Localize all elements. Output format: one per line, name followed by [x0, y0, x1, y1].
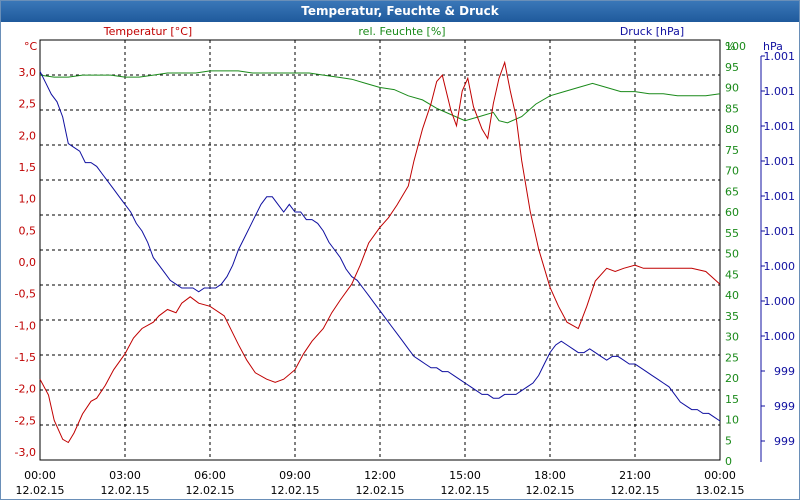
humidity-tick-label: 40: [725, 289, 739, 302]
x-tick-date: 12.02.15: [441, 484, 490, 497]
humidity-tick-label: 55: [725, 227, 739, 240]
humidity-line: [39, 70, 721, 124]
x-tick-time: 15:00: [449, 469, 481, 482]
temperature-line: [39, 60, 721, 444]
x-tick-time: 00:00: [24, 469, 56, 482]
x-tick-date: 12.02.15: [271, 484, 320, 497]
pressure-line: [39, 71, 721, 422]
pressure-tick-label: 1.001: [764, 120, 796, 133]
legend-humidity: rel. Feuchte [%]: [358, 25, 445, 38]
humidity-tick-label: 80: [725, 123, 739, 136]
humidity-tick-label: 15: [725, 393, 739, 406]
x-tick-date: 12.02.15: [16, 484, 65, 497]
pressure-tick-label: 999: [774, 400, 795, 413]
temp-tick-label: -0,5: [15, 288, 36, 301]
pressure-tick-label: 1.000: [764, 330, 796, 343]
humidity-tick-label: 50: [725, 248, 739, 261]
humidity-tick-label: 100: [725, 40, 746, 53]
humidity-tick-label: 95: [725, 61, 739, 74]
chart-title: Temperatur, Feuchte & Druck: [1, 1, 799, 22]
temp-unit-label: °C: [24, 40, 38, 53]
x-tick-date: 12.02.15: [101, 484, 150, 497]
pressure-tick-label: 999: [774, 435, 795, 448]
temp-tick-label: 0,5: [19, 224, 37, 237]
temp-tick-label: -1,0: [15, 319, 36, 332]
pressure-tick-label: 1.000: [764, 260, 796, 273]
x-tick-time: 06:00: [194, 469, 226, 482]
grid: [40, 40, 720, 460]
humidity-tick-label: 90: [725, 82, 739, 95]
humidity-tick-label: 85: [725, 102, 739, 115]
pressure-tick-label: 1.000: [764, 295, 796, 308]
temp-tick-label: 1,0: [19, 193, 37, 206]
x-tick-date: 12.02.15: [186, 484, 235, 497]
x-tick-date: 12.02.15: [356, 484, 405, 497]
pressure-tick-label: 1.001: [764, 155, 796, 168]
humidity-tick-label: 70: [725, 165, 739, 178]
axis-labels: 00:00 12.02.15 03:00 12.02.15 06:00 12.02.15 0…: [15, 25, 795, 497]
axes: [39, 39, 765, 462]
pressure-tick-label: 999: [774, 365, 795, 378]
pressure-tick-label: 1.001: [764, 225, 796, 238]
temp-tick-label: -3,0: [15, 446, 36, 459]
temp-tick-label: 2,0: [19, 129, 37, 142]
temp-tick-label: -2,5: [15, 414, 36, 427]
pressure-tick-label: 1.001: [764, 190, 796, 203]
temp-tick-label: 3,0: [19, 66, 37, 79]
humidity-tick-label: 30: [725, 331, 739, 344]
series-lines: [39, 60, 721, 444]
humidity-tick-label: 75: [725, 144, 739, 157]
x-tick-date: 13.02.15: [696, 484, 745, 497]
x-tick-time: 18:00: [534, 469, 566, 482]
humidity-tick-label: 20: [725, 372, 739, 385]
pressure-unit-label: hPa: [763, 40, 783, 53]
humidity-tick-label: 35: [725, 310, 739, 323]
humidity-tick-label: 45: [725, 268, 739, 281]
humidity-tick-label: 10: [725, 414, 739, 427]
x-tick-time: 00:00: [704, 469, 736, 482]
temp-tick-label: -1,5: [15, 351, 36, 364]
temp-tick-label: -2,0: [15, 383, 36, 396]
x-tick-time: 03:00: [109, 469, 141, 482]
humidity-tick-label: 60: [725, 206, 739, 219]
legend-pressure: Druck [hPa]: [620, 25, 684, 38]
humidity-tick-label: 65: [725, 185, 739, 198]
humidity-tick-label: 5: [725, 434, 732, 447]
x-tick-date: 12.02.15: [526, 484, 575, 497]
humidity-unit-label: %: [725, 40, 735, 53]
humidity-tick-label: 0: [725, 455, 732, 468]
x-tick-time: 12:00: [364, 469, 396, 482]
x-tick-time: 09:00: [279, 469, 311, 482]
humidity-tick-label: 25: [725, 351, 739, 364]
temp-tick-label: 1,5: [19, 161, 37, 174]
legend-temperature: Temperatur [°C]: [103, 25, 192, 38]
x-tick-date: 12.02.15: [611, 484, 660, 497]
x-tick-time: 21:00: [619, 469, 651, 482]
pressure-tick-label: 1.001: [764, 50, 796, 63]
plot-frame: [39, 39, 721, 461]
temp-tick-label: 0,0: [19, 256, 37, 269]
pressure-tick-label: 1.001: [764, 85, 796, 98]
temp-tick-label: 2,5: [19, 98, 37, 111]
